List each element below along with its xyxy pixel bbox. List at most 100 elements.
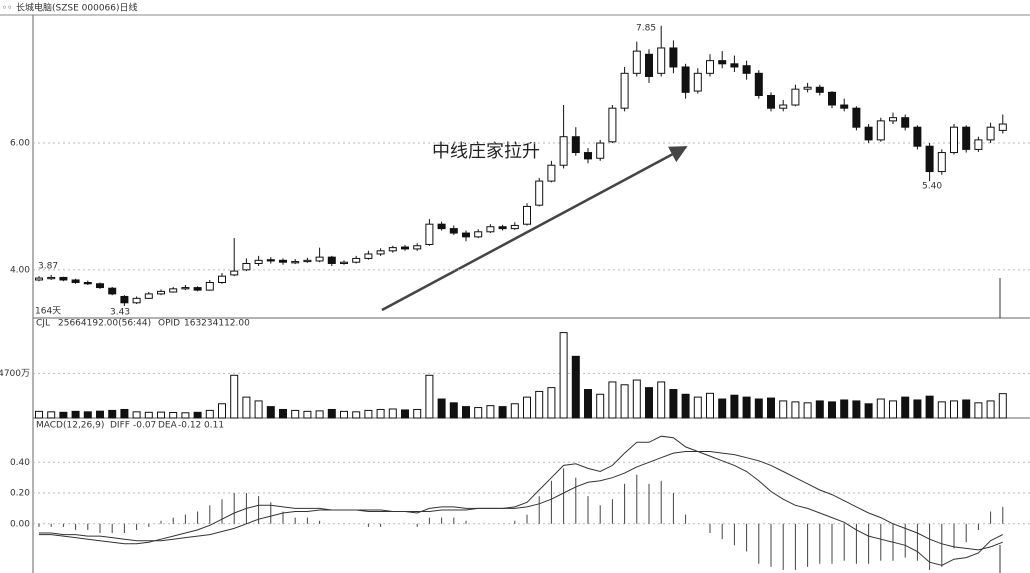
candle-body: [852, 107, 861, 128]
volume-bar: [120, 408, 129, 419]
candle-body: [547, 164, 556, 182]
volume-bar: [47, 411, 56, 419]
candle-body: [706, 60, 714, 74]
volume-bar: [974, 402, 983, 419]
volume-header: 163234112.00: [184, 319, 250, 329]
volume-bar: [157, 411, 165, 419]
macd-header: -0.12: [178, 421, 201, 431]
volume-bar: [571, 355, 580, 419]
candle-body: [205, 282, 214, 291]
y-tick-label: 4700万: [0, 369, 30, 379]
candle-body: [535, 180, 544, 206]
volume-bar: [242, 396, 251, 419]
candle-body: [266, 259, 275, 262]
y-tick-label: 0.40: [10, 458, 30, 468]
candle-body: [913, 126, 922, 147]
candle-body: [352, 257, 361, 263]
volume-bar: [779, 400, 788, 419]
candle-body: [218, 275, 226, 284]
volume-bar: [169, 411, 178, 419]
candle-body: [742, 65, 751, 74]
candle-body: [242, 262, 251, 271]
candle-body: [925, 145, 934, 173]
candle-body: [437, 223, 446, 230]
volume-bar: [132, 411, 141, 419]
candle-body: [901, 117, 910, 128]
candle-body: [950, 126, 958, 154]
volume-bar: [376, 408, 385, 419]
macd-header: -0.07: [133, 421, 156, 431]
candle-body: [791, 88, 800, 106]
candle-body: [462, 232, 470, 238]
volume-bar: [144, 411, 153, 419]
volume-bar: [486, 405, 495, 419]
volume-bar: [83, 411, 92, 419]
volume-bar: [669, 389, 678, 419]
volume-bar: [230, 374, 239, 419]
volume-bar: [913, 399, 922, 419]
volume-bar: [510, 403, 519, 419]
candle-body: [474, 231, 483, 238]
volume-bar: [950, 400, 958, 419]
volume-bar: [608, 381, 617, 419]
volume-bar: [730, 394, 739, 419]
volume-bar: [535, 390, 544, 419]
candle-body: [254, 259, 263, 264]
candle-body: [486, 226, 495, 233]
chart-title: 长城电脑(SZSE 000066)日线: [16, 2, 138, 14]
volume-bar: [388, 408, 397, 419]
volume-bar: [523, 396, 531, 419]
candle-body: [169, 288, 178, 293]
candle-body: [632, 50, 641, 74]
volume-bar: [413, 408, 422, 419]
candle-body: [986, 126, 995, 141]
volume-bar: [71, 410, 80, 419]
candle-body: [608, 107, 617, 143]
volume-bar: [327, 408, 336, 419]
candle-body: [828, 91, 836, 106]
macd-header: 0.11: [204, 421, 224, 431]
price-annotation: 3.87: [38, 262, 58, 272]
candle-body: [449, 228, 458, 234]
candle-body: [181, 287, 190, 290]
volume-bar: [462, 406, 470, 419]
volume-bar: [96, 410, 104, 419]
volume-bar: [193, 411, 202, 419]
day-count: 164天: [35, 307, 61, 317]
candle-body: [730, 63, 739, 68]
volume-bar: [754, 398, 763, 419]
candle-body: [303, 259, 312, 263]
volume-bar: [266, 406, 275, 419]
volume-bar: [840, 399, 849, 419]
candle-body: [803, 86, 812, 90]
candle-body: [645, 53, 653, 77]
volume-bar: [657, 381, 666, 419]
candle-body: [291, 261, 300, 264]
candle-body: [327, 256, 336, 264]
candle-body: [364, 253, 373, 259]
candle-body: [193, 287, 202, 291]
volume-bar: [937, 401, 946, 419]
volume-bar: [279, 408, 287, 419]
volume-bar: [498, 406, 507, 419]
volume-bar: [925, 395, 934, 419]
macd-header: DIFF: [110, 421, 130, 431]
volume-bar: [803, 402, 812, 419]
candle-body: [35, 277, 43, 281]
volume-bar: [291, 409, 300, 419]
volume-bar: [962, 399, 971, 419]
volume-bar: [218, 403, 226, 419]
volume-bar: [596, 393, 605, 419]
price-annotation: 5.40: [922, 182, 942, 192]
volume-header: OPID: [158, 319, 180, 329]
volume-bar: [303, 410, 312, 419]
candle-body: [71, 279, 80, 284]
candle-body: [693, 72, 702, 92]
y-tick-label: 6.00: [10, 139, 30, 149]
candle-body: [962, 126, 971, 150]
candle-body: [596, 142, 605, 159]
volume-bar: [559, 332, 568, 419]
candle-body: [584, 152, 592, 160]
volume-bar: [254, 400, 263, 419]
volume-bar: [632, 379, 641, 419]
